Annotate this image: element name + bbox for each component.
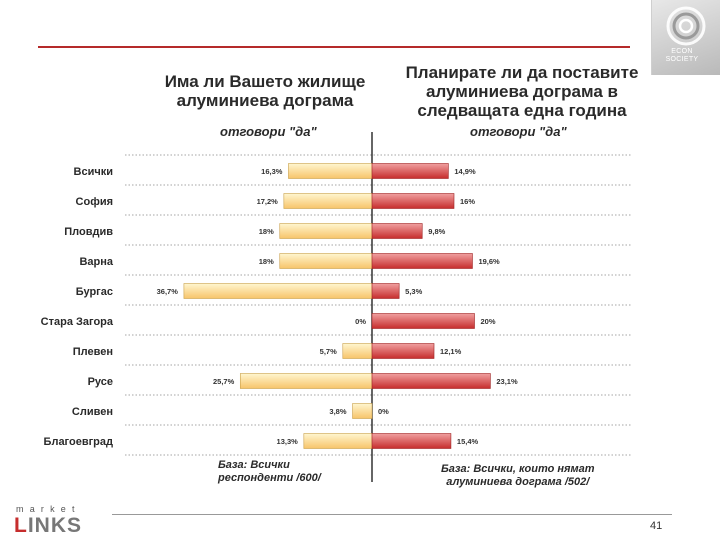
- left-value-label: 18%: [259, 257, 274, 266]
- right-value-label: 0%: [378, 407, 389, 416]
- left-chart-title: Има ли Вашето жилище алуминиева дограма: [164, 72, 366, 110]
- right-value-label: 5,3%: [405, 287, 422, 296]
- spiral-icon: [666, 6, 706, 46]
- category-label: Всички: [74, 166, 113, 178]
- category-label: Стара Загора: [41, 316, 114, 328]
- left-bar: [342, 343, 373, 359]
- logo-text: ECON SOCIETY: [665, 48, 699, 63]
- right-value-label: 16%: [460, 197, 475, 206]
- page-number: 41: [650, 520, 663, 532]
- right-chart-title: Планирате ли да поставите алуминиева дог…: [405, 63, 639, 120]
- category-label: Русе: [88, 376, 113, 388]
- category-label: Плевен: [73, 346, 113, 358]
- left-bar: [183, 283, 373, 299]
- right-bar: [371, 193, 455, 209]
- left-value-label: 16,3%: [261, 167, 283, 176]
- right-bar: [371, 253, 473, 269]
- left-bar: [303, 433, 373, 449]
- bottom-rule: [112, 514, 672, 515]
- right-value-label: 20%: [481, 317, 496, 326]
- category-label: Пловдив: [64, 226, 113, 238]
- left-value-label: 5,7%: [320, 347, 337, 356]
- right-bar: [371, 163, 449, 179]
- left-base-note: База: Всички респонденти /600/: [218, 459, 321, 484]
- category-label: София: [76, 196, 113, 208]
- logo-accent-letter: L: [14, 514, 28, 537]
- left-value-label: 13,3%: [277, 437, 299, 446]
- right-value-label: 12,1%: [440, 347, 462, 356]
- right-bar: [371, 313, 475, 329]
- left-bar: [283, 193, 373, 209]
- right-value-label: 9,8%: [428, 227, 445, 236]
- right-value-label: 19,6%: [478, 257, 500, 266]
- left-value-label: 36,7%: [157, 287, 179, 296]
- right-bar: [371, 283, 400, 299]
- left-bar: [279, 253, 373, 269]
- category-label: Сливен: [72, 406, 113, 418]
- left-value-label: 18%: [259, 227, 274, 236]
- category-label: Бургас: [76, 286, 113, 298]
- right-bar: [371, 373, 491, 389]
- right-value-label: 23,1%: [496, 377, 518, 386]
- left-value-label: 0%: [355, 317, 366, 326]
- top-rule: [38, 46, 630, 48]
- category-label: Благоевград: [44, 436, 113, 448]
- right-value-label: 15,4%: [457, 437, 479, 446]
- right-bar: [371, 433, 452, 449]
- left-bar: [239, 373, 373, 389]
- category-label: Варна: [79, 256, 113, 268]
- left-value-label: 17,2%: [257, 197, 279, 206]
- market-links-logo: LINKS: [14, 514, 82, 538]
- left-bar: [279, 223, 373, 239]
- left-value-label: 25,7%: [213, 377, 235, 386]
- right-bar: [371, 223, 423, 239]
- brand-small-word: market: [16, 504, 81, 514]
- left-value-label: 3,8%: [329, 407, 346, 416]
- left-bar: [352, 403, 373, 419]
- right-base-note: База: Всички, които нямат алуминиева дог…: [441, 463, 595, 488]
- right-value-label: 14,9%: [454, 167, 476, 176]
- econ-society-logo: ECON SOCIETY: [651, 0, 720, 75]
- right-bar: [371, 343, 435, 359]
- left-subtitle: отговори "да": [220, 124, 317, 139]
- right-subtitle: отговори "да": [470, 124, 567, 139]
- logo-rest: INKS: [27, 514, 83, 537]
- left-bar: [288, 163, 373, 179]
